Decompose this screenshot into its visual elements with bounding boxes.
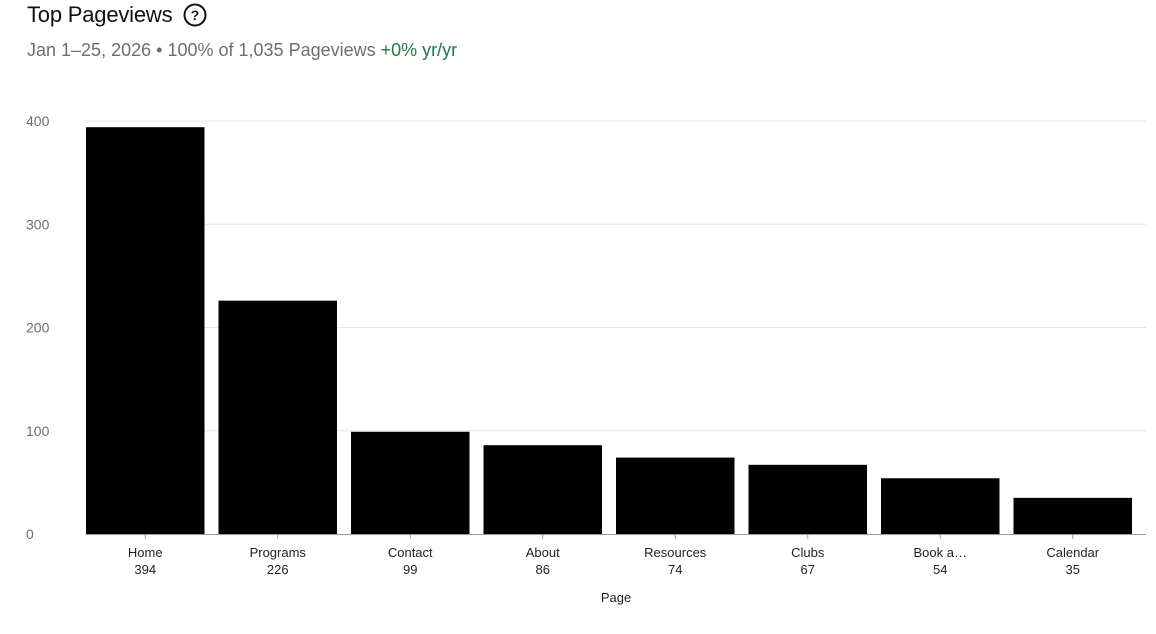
separator-dot: • [156,40,163,60]
x-axis-title: Page [601,590,631,605]
x-tick-label: Contact [388,545,433,560]
bar[interactable] [616,457,735,534]
y-tick-label: 0 [26,526,34,542]
yoy-change: +0% yr/yr [380,40,458,60]
bar[interactable] [351,431,470,534]
y-tick-label: 300 [26,216,50,232]
data-label: 394 [134,562,156,577]
data-label: 86 [536,562,550,577]
y-tick-label: 400 [26,113,50,129]
x-tick-label: Home [128,545,163,560]
x-tick-label: About [526,545,560,560]
data-label: 74 [668,562,682,577]
data-label: 67 [801,562,815,577]
chart-title: Top Pageviews [27,2,173,27]
x-tick-label: Book a… [914,545,967,560]
chart-header: Top Pageviews ? Jan 1–25, 2026 • 100% of… [27,0,1127,61]
date-range: Jan 1–25, 2026 [27,40,152,60]
bar[interactable] [748,464,868,534]
x-tick-label: Calendar [1046,545,1099,560]
x-tick-label: Resources [644,545,707,560]
x-tick-label: Programs [250,545,307,560]
bar[interactable] [483,445,603,534]
data-label: 99 [403,562,417,577]
x-tick-label: Clubs [791,545,825,560]
bar[interactable] [86,127,205,534]
title-row: Top Pageviews ? [27,0,1127,30]
y-tick-label: 200 [26,320,50,336]
data-label: 54 [933,562,947,577]
bar[interactable] [881,478,1000,534]
data-label: 35 [1066,562,1080,577]
y-tick-label: 100 [26,423,50,439]
bar[interactable] [1013,497,1133,534]
data-label: 226 [267,562,289,577]
svg-text:?: ? [191,7,200,23]
chart-subtitle: Jan 1–25, 2026 • 100% of 1,035 Pageviews… [27,40,1127,61]
pageviews-summary: 100% of 1,035 Pageviews [167,40,376,60]
bar[interactable] [218,300,338,534]
question-circle-icon[interactable]: ? [183,3,207,27]
